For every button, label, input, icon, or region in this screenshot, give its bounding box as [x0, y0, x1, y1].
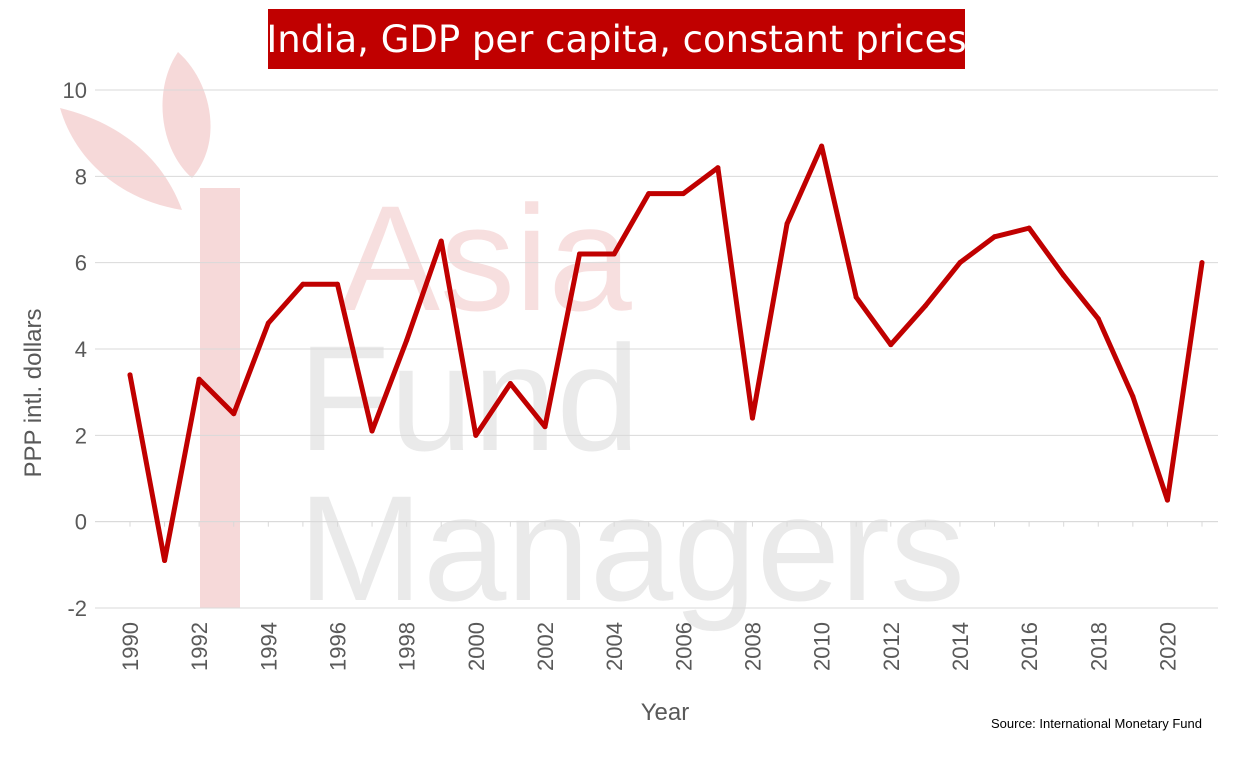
x-tick-label: 2018: [1086, 622, 1111, 671]
data-point: [473, 432, 479, 438]
data-point: [784, 221, 790, 227]
data-point: [715, 165, 721, 171]
watermark-text-asia: Asia: [340, 174, 632, 342]
watermark: Asia Fund Managers: [60, 52, 965, 632]
data-point: [922, 303, 928, 309]
data-point: [1095, 316, 1101, 322]
x-axis-label: Year: [641, 699, 690, 726]
data-point: [127, 372, 133, 378]
data-point: [542, 424, 548, 430]
y-axis-ticks: -2 0 2 4 6 8 10: [63, 78, 87, 621]
x-tick-label: 2008: [740, 622, 765, 671]
data-point: [888, 342, 894, 348]
source-note: Source: International Monetary Fund: [990, 716, 1202, 731]
x-tick-label: 2020: [1155, 622, 1180, 671]
data-point: [1026, 225, 1032, 231]
x-tick-label: 1998: [395, 622, 420, 671]
watermark-leaf-icon: [162, 52, 211, 178]
data-point: [819, 143, 825, 149]
y-tick-label: -2: [67, 596, 87, 621]
data-point: [992, 234, 998, 240]
x-axis-ticks: 1990 1992 1994 1996 1998 2000 2002 2004 2006 2008…: [95, 521, 1218, 671]
data-point: [1061, 273, 1067, 279]
watermark-leaf-icon: [60, 108, 182, 210]
x-tick-label: 2002: [533, 622, 558, 671]
chart-title-box: India, GDP per capita, constant prices: [266, 9, 967, 69]
data-point: [853, 294, 859, 300]
x-tick-label: 1990: [118, 622, 143, 671]
data-point: [334, 281, 340, 287]
x-tick-label: 1996: [325, 622, 350, 671]
data-point: [265, 320, 271, 326]
y-tick-label: 10: [63, 78, 87, 103]
data-point: [1199, 260, 1205, 266]
data-point: [577, 251, 583, 257]
x-tick-label: 2016: [1017, 622, 1042, 671]
data-point: [404, 337, 410, 343]
x-tick-label: 2000: [464, 622, 489, 671]
chart-title: India, GDP per capita, constant prices: [266, 17, 967, 61]
y-tick-label: 0: [75, 510, 87, 535]
watermark-text-managers: Managers: [298, 464, 965, 632]
series: [127, 143, 1205, 564]
data-point: [300, 281, 306, 287]
data-point: [1130, 393, 1136, 399]
y-tick-label: 8: [75, 164, 87, 189]
data-point: [231, 411, 237, 417]
x-tick-label: 1994: [256, 622, 281, 671]
y-tick-label: 6: [75, 251, 87, 276]
data-point: [196, 376, 202, 382]
x-tick-label: 2012: [879, 622, 904, 671]
data-point: [162, 558, 168, 564]
data-point: [369, 428, 375, 434]
data-point: [1164, 497, 1170, 503]
data-point: [507, 381, 513, 387]
data-point: [957, 260, 963, 266]
data-point: [749, 415, 755, 421]
data-point: [680, 191, 686, 197]
data-point: [646, 191, 652, 197]
data-point: [438, 238, 444, 244]
x-tick-label: 2010: [810, 622, 835, 671]
series-line: [127, 143, 1205, 564]
x-tick-label: 2014: [948, 622, 973, 671]
data-point: [611, 251, 617, 257]
x-tick-label: 2004: [602, 622, 627, 671]
x-tick-label: 1992: [187, 622, 212, 671]
y-tick-label: 2: [75, 423, 87, 448]
y-axis-label: PPP intl. dollars: [20, 309, 47, 478]
x-tick-label: 2006: [671, 622, 696, 671]
y-tick-label: 4: [75, 337, 87, 362]
